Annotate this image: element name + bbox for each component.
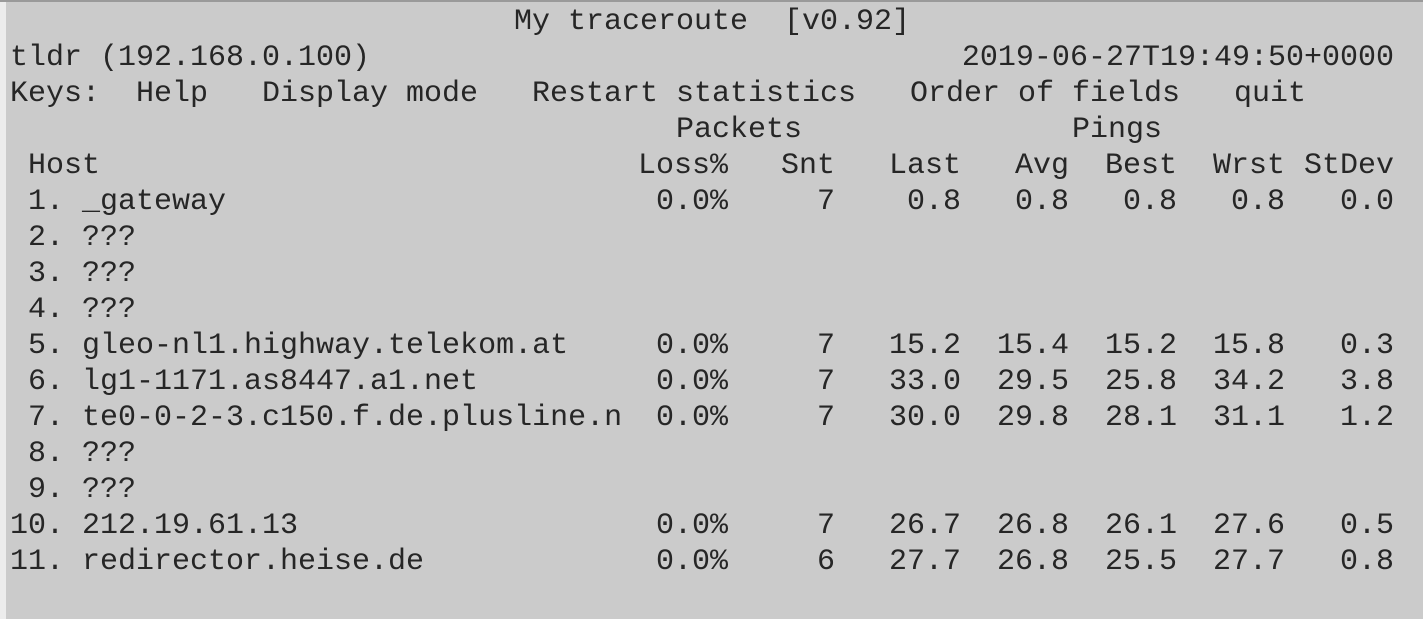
host-info: tldr (192.168.0.100) [10,41,370,75]
hop-number: 6. [28,365,64,399]
hop-number: 3. [28,257,64,291]
column-group: Packets [676,113,802,147]
hop-host: ??? [82,473,136,507]
hop-stat: 0.0% [656,401,729,435]
hop-stat: 28.1 [1105,401,1177,435]
hop-stat: 7 [817,329,835,363]
hop-stat: 0.0 [1340,185,1394,219]
hop-stat: 33.0 [889,365,961,399]
key-item: Restart statistics [532,77,856,111]
hop-stat: 15.2 [1105,329,1177,363]
hop-stat: 26.8 [997,545,1069,579]
column-header: Best [1105,149,1177,183]
hop-host: ??? [82,293,136,327]
hop-stat: 26.1 [1105,509,1177,543]
hop-stat: 27.7 [889,545,961,579]
hop-host: ??? [82,437,136,471]
keys-label: Keys: [10,77,100,111]
hop-stat: 30.0 [889,401,961,435]
hop-stat: 0.8 [1231,185,1285,219]
hop-stat: 0.8 [1340,545,1394,579]
hop-stat: 15.2 [889,329,961,363]
hop-stat: 34.2 [1213,365,1285,399]
column-header: Last [889,149,961,183]
column-header: Host [28,149,100,183]
hop-host: gleo-nl1.highway.telekom.at [82,329,568,363]
hop-number: 1. [28,185,64,219]
column-header: Loss% [638,149,729,183]
timestamp: 2019-06-27T19:49:50+0000 [962,41,1394,75]
hop-stat: 7 [817,509,835,543]
hop-stat: 26.8 [997,509,1069,543]
hop-stat: 7 [817,401,835,435]
key-item: quit [1234,77,1306,111]
hop-stat: 27.6 [1213,509,1285,543]
hop-stat: 1.2 [1340,401,1394,435]
hop-stat: 25.8 [1105,365,1177,399]
hop-stat: 29.8 [997,401,1069,435]
hop-stat: 7 [817,365,835,399]
hop-number: 11. [10,545,64,579]
hop-stat: 3.8 [1340,365,1394,399]
hop-number: 7. [28,401,64,435]
hop-stat: 6 [817,545,835,579]
window-edge [0,0,6,619]
hop-stat: 31.1 [1213,401,1285,435]
hop-stat: 0.8 [1015,185,1069,219]
hop-stat: 0.0% [656,329,729,363]
hop-stat: 0.0% [656,185,729,219]
hop-stat: 0.5 [1340,509,1394,543]
hop-stat: 15.4 [997,329,1069,363]
title: My traceroute [v0.92] [514,5,910,39]
hop-host: 212.19.61.13 [82,509,298,543]
hop-stat: 26.7 [889,509,961,543]
hop-host: ??? [82,221,136,255]
hop-host: _gateway [81,185,226,219]
hop-stat: 0.3 [1340,329,1394,363]
hop-number: 4. [28,293,64,327]
hop-number: 5. [28,329,64,363]
column-header: Wrst [1213,149,1285,183]
hop-number: 8. [28,437,64,471]
hop-stat: 0.0% [656,545,729,579]
hop-host: ??? [82,257,136,291]
hop-host: te0-0-2-3.c150.f.de.plusline.n [82,401,622,435]
key-item: Display mode [262,77,478,111]
hop-stat: 7 [817,185,835,219]
hop-host: lg1-1171.as8447.a1.net [82,365,478,399]
hop-stat: 0.0% [656,509,729,543]
key-item: Help [136,77,208,111]
hop-number: 2. [28,221,64,255]
hop-stat: 27.7 [1213,545,1285,579]
hop-stat: 0.0% [656,365,729,399]
hop-stat: 0.8 [1123,185,1177,219]
hop-stat: 25.5 [1105,545,1177,579]
column-header: StDev [1304,149,1394,183]
column-header: Snt [781,149,835,183]
column-header: Avg [1015,149,1069,183]
hop-host: redirector.heise.de [82,545,424,579]
column-group: Pings [1072,113,1162,147]
hop-number: 10. [10,509,64,543]
hop-number: 9. [28,473,64,507]
hop-stat: 0.8 [907,185,961,219]
key-item: Order of fields [910,77,1180,111]
hop-stat: 29.5 [997,365,1069,399]
hop-stat: 15.8 [1213,329,1285,363]
